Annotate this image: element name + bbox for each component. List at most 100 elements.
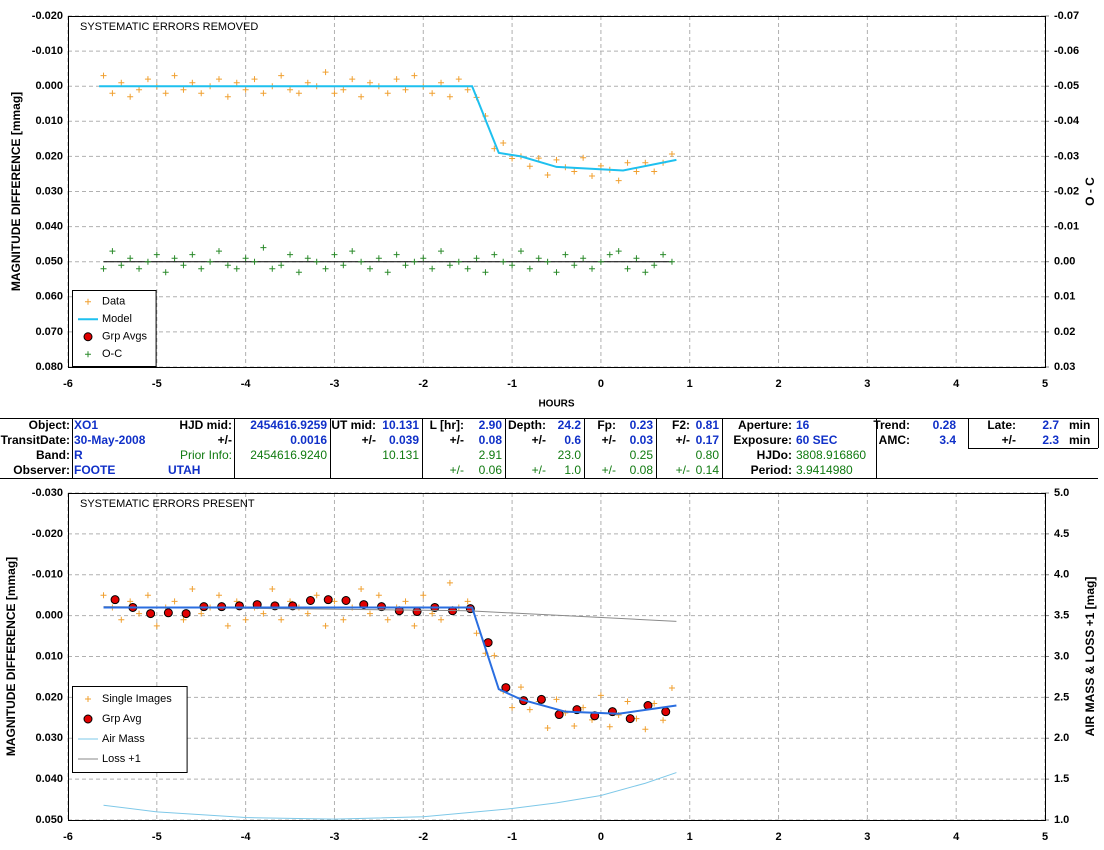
data-point [375, 592, 382, 599]
table-cell: HJD mid: [179, 418, 232, 432]
data-point [411, 622, 418, 629]
data-point [455, 258, 462, 265]
y-tick-label: 0.030 [35, 185, 63, 197]
table-cell: Depth: [508, 418, 546, 432]
data-point [153, 622, 160, 629]
data-point [544, 725, 551, 732]
data-point [215, 248, 222, 255]
plot-frame [68, 16, 1046, 368]
data-point [411, 72, 418, 79]
data-point [589, 265, 596, 272]
table-cell: +/- [602, 463, 616, 477]
data-point [660, 717, 667, 724]
data-point [349, 248, 356, 255]
table-cell: min [1069, 433, 1090, 447]
y-tick-label: 0.020 [35, 150, 63, 162]
data-point [544, 172, 551, 179]
data-point [323, 595, 333, 605]
data-point [242, 255, 249, 262]
table-cell: FOOTE [74, 463, 115, 477]
table-cell: Trend: [873, 418, 910, 432]
table-cell: 2.91 [479, 448, 503, 462]
series-line [103, 606, 677, 715]
table-cell: 60 SEC [796, 433, 838, 447]
data-point [304, 79, 311, 86]
data-point [536, 694, 546, 704]
table-cell: 0.03 [630, 433, 654, 447]
legend-label: O-C [102, 348, 122, 360]
table-cell: 10.131 [382, 418, 419, 432]
data-point [189, 586, 196, 593]
table-cell: +/- [218, 433, 232, 447]
data-point [313, 592, 320, 599]
data-point [340, 86, 347, 93]
data-point [180, 616, 187, 623]
data-point [260, 90, 267, 97]
y-axis-label: MAGNITUDE DIFFERENCE [mmag] [9, 92, 23, 291]
series-line [99, 85, 677, 172]
data-point [171, 598, 178, 605]
data-point [633, 255, 640, 262]
x-tick-label: -3 [330, 378, 340, 390]
data-point [509, 262, 516, 269]
data-point [660, 251, 667, 258]
y-tick-label: 0.040 [35, 221, 63, 233]
table-cell: 0.039 [389, 433, 419, 447]
data-point [127, 598, 134, 605]
x-tick-label: 3 [864, 831, 870, 843]
y2-tick-label: 5.0 [1054, 487, 1069, 499]
data-point [118, 616, 125, 623]
legend-swatch [83, 714, 93, 724]
data-point [287, 251, 294, 258]
y-tick-label: 0.000 [35, 610, 63, 622]
data-point [358, 258, 365, 265]
data-point [473, 255, 480, 262]
data-point [402, 598, 409, 605]
data-point [438, 616, 445, 623]
data-point [624, 159, 631, 166]
data-point [438, 248, 445, 255]
data-point [606, 723, 613, 730]
table-cell: TransitDate: [1, 433, 70, 447]
legend-swatch [85, 298, 91, 305]
x-tick-label: -1 [507, 378, 517, 390]
table-cell: AMC: [879, 433, 910, 447]
data-point [340, 262, 347, 269]
chart-title: SYSTEMATIC ERRORS REMOVED [80, 21, 258, 33]
data-point [224, 262, 231, 269]
data-point [615, 248, 622, 255]
data-point [553, 269, 560, 276]
y-tick-label: 0.020 [35, 691, 63, 703]
data-point [553, 156, 560, 163]
data-point [215, 592, 222, 599]
data-point [491, 652, 498, 659]
data-point [224, 622, 231, 629]
chart-title: SYSTEMATIC ERRORS PRESENT [80, 498, 255, 510]
data-point [136, 265, 143, 272]
y2-tick-label: 4.0 [1054, 569, 1069, 581]
data-point [393, 76, 400, 83]
y2-tick-label: -0.04 [1054, 115, 1080, 127]
data-point [509, 155, 516, 162]
legend-label: Grp Avgs [102, 331, 148, 343]
y2-tick-label: -0.06 [1054, 45, 1079, 57]
x-tick-label: 3 [864, 378, 870, 390]
data-point [304, 255, 311, 262]
y-tick-label: -0.010 [32, 569, 63, 581]
x-tick-label: -2 [418, 378, 428, 390]
table-cell: Band: [36, 448, 70, 462]
data-point [651, 262, 658, 269]
data-point [233, 79, 240, 86]
x-tick-label: 2 [775, 831, 781, 843]
y-tick-label: 0.040 [35, 773, 63, 785]
data-point [269, 265, 276, 272]
data-point [341, 596, 351, 606]
table-cell: +/- [450, 433, 464, 447]
y-tick-label: -0.030 [32, 487, 63, 499]
y-tick-label: 0.070 [35, 326, 63, 338]
legend-swatch [83, 332, 93, 342]
data-point [304, 610, 311, 617]
series-line [103, 772, 677, 820]
data-point [589, 173, 596, 180]
